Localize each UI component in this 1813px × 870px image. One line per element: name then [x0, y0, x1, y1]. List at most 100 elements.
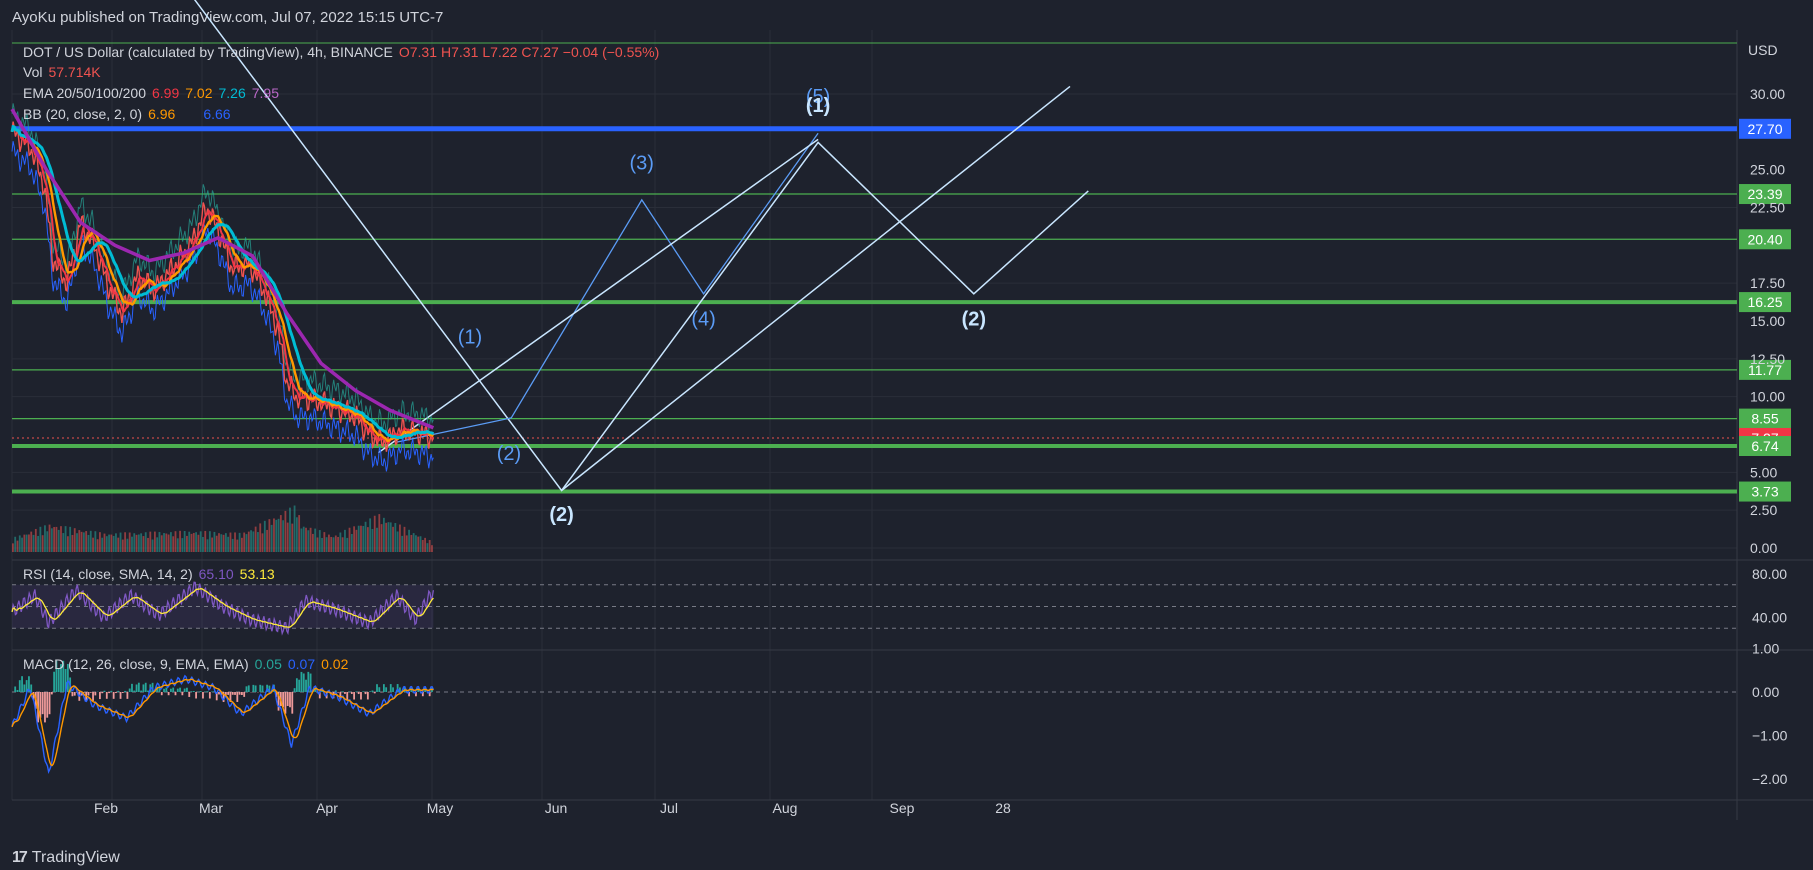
price-series: [10, 103, 435, 472]
volume-label: Vol: [23, 64, 43, 80]
volume-bar: [60, 526, 62, 552]
volume-bar: [144, 532, 147, 552]
volume-bar: [110, 534, 113, 552]
volume-bar: [410, 534, 413, 552]
macd-hist-bar: [341, 691, 344, 692]
bb-legend[interactable]: BB (20, close, 2, 0) 6.96 6.66: [23, 106, 237, 122]
volume-bar: [387, 522, 390, 552]
rsi-pane: 80.00 40.00: [11, 566, 1787, 636]
macd-hist-bar: [206, 691, 209, 692]
volume-bar: [160, 535, 163, 552]
volume-bar: [241, 537, 243, 552]
volume-bar: [215, 535, 218, 552]
volume-bar: [103, 533, 106, 552]
volume-bar: [12, 543, 14, 552]
volume-bar: [350, 533, 353, 552]
footer[interactable]: 17 TradingView: [12, 846, 120, 870]
volume-histogram: [12, 505, 433, 552]
volume-bar: [305, 527, 307, 552]
macd-hist-bar: [131, 683, 133, 692]
volume-bar: [227, 536, 230, 552]
price-level-label: 6.74: [1751, 438, 1778, 454]
volume-bar: [76, 533, 78, 552]
macd-hist-bar: [142, 684, 145, 692]
chart-background: [12, 30, 1737, 824]
high-value: H7.31: [441, 44, 479, 60]
macd-signal-value: 0.02: [321, 656, 349, 672]
volume-bar: [396, 531, 399, 552]
macd-hist-bar: [50, 692, 53, 695]
volume-bar: [41, 535, 44, 552]
volume-bar: [66, 536, 69, 552]
volume-bar: [183, 530, 186, 552]
x-tick-label: Apr: [316, 800, 338, 816]
volume-bar: [87, 534, 90, 552]
rsi-ma-line: [11, 588, 434, 628]
macd-hist-bar: [119, 692, 122, 699]
volume-bar: [376, 527, 378, 552]
macd-hist-bar: [353, 692, 356, 700]
macd-hist-bar: [66, 663, 69, 692]
macd-hist-bar: [46, 692, 49, 718]
volume-bar: [346, 537, 349, 552]
volume-bar: [99, 532, 101, 552]
macd-hist-bar: [421, 692, 424, 697]
macd-legend[interactable]: MACD (12, 26, close, 9, EMA, EMA) 0.05 0.0…: [23, 656, 354, 672]
volume-bar: [392, 526, 394, 552]
macd-hist-bar: [25, 680, 28, 692]
symbol-legend[interactable]: DOT / US Dollar (calculated by TradingVi…: [23, 44, 665, 60]
macd-pane: 1.00 0.00 −1.00 −2.00: [11, 641, 1788, 787]
wave-path-white: [193, 0, 1089, 492]
macd-hist-bar: [167, 692, 170, 696]
volume-bar: [128, 532, 131, 552]
volume-bar: [428, 540, 431, 552]
price-level-label: 8.55: [1751, 411, 1778, 427]
volume-bar: [263, 520, 266, 552]
volume-bar: [273, 518, 275, 552]
x-tick-label: Jun: [545, 800, 568, 816]
volume-bar: [266, 529, 268, 552]
bb-lower-value: 6.66: [203, 106, 231, 122]
macd-hist-bar: [55, 660, 58, 692]
rsi-legend[interactable]: RSI (14, close, SMA, 14, 2) 65.10 53.13: [23, 566, 281, 582]
macd-hist-bar: [378, 687, 381, 692]
rsi-ma-value: 53.13: [239, 566, 275, 582]
macd-hist-bar: [243, 692, 246, 697]
macd-hist-bar: [305, 679, 307, 692]
volume-bar: [380, 524, 383, 552]
macd-hist-value: 0.05: [254, 656, 282, 672]
volume-bar: [186, 535, 188, 552]
macd-hist-bar: [126, 692, 129, 699]
volume-bar: [206, 539, 209, 552]
macd-hist-bar: [259, 684, 262, 692]
macd-hist-bar: [62, 660, 65, 692]
volume-bar: [394, 523, 397, 552]
macd-hist-bar: [403, 686, 406, 692]
volume-bar: [131, 536, 133, 552]
macd-hist-bar: [87, 692, 90, 696]
macd-hist-bar: [128, 688, 131, 692]
volume-bar: [389, 522, 392, 552]
volume-bar: [247, 531, 250, 552]
macd-hist-bar: [44, 692, 46, 723]
macd-hist-bar: [227, 692, 230, 695]
volume-bar: [291, 523, 294, 552]
macd-hist-bar: [208, 692, 211, 699]
macd-hist-bar: [124, 690, 127, 692]
volume-bar: [179, 530, 181, 552]
macd-hist-bar: [156, 686, 159, 692]
macd-hist-bar: [389, 684, 392, 692]
volume-legend[interactable]: Vol 57.714K: [23, 64, 107, 80]
macd-label: MACD (12, 26, close, 9, EMA, EMA): [23, 656, 249, 672]
volume-bar: [62, 533, 65, 552]
macd-hist-bar: [291, 692, 294, 714]
volume-bar: [257, 532, 259, 552]
ema-legend[interactable]: EMA 20/50/100/200 6.99 7.02 7.26 7.95: [23, 85, 285, 101]
macd-hist-bar: [357, 692, 360, 695]
macd-hist-bar: [229, 692, 232, 702]
ema100-line: [10, 124, 435, 440]
volume-bar: [275, 519, 278, 552]
volume-bar: [32, 534, 35, 552]
wave-labels: (1)(2)(3)(4)(5)(1)(2)(2): [458, 86, 986, 526]
